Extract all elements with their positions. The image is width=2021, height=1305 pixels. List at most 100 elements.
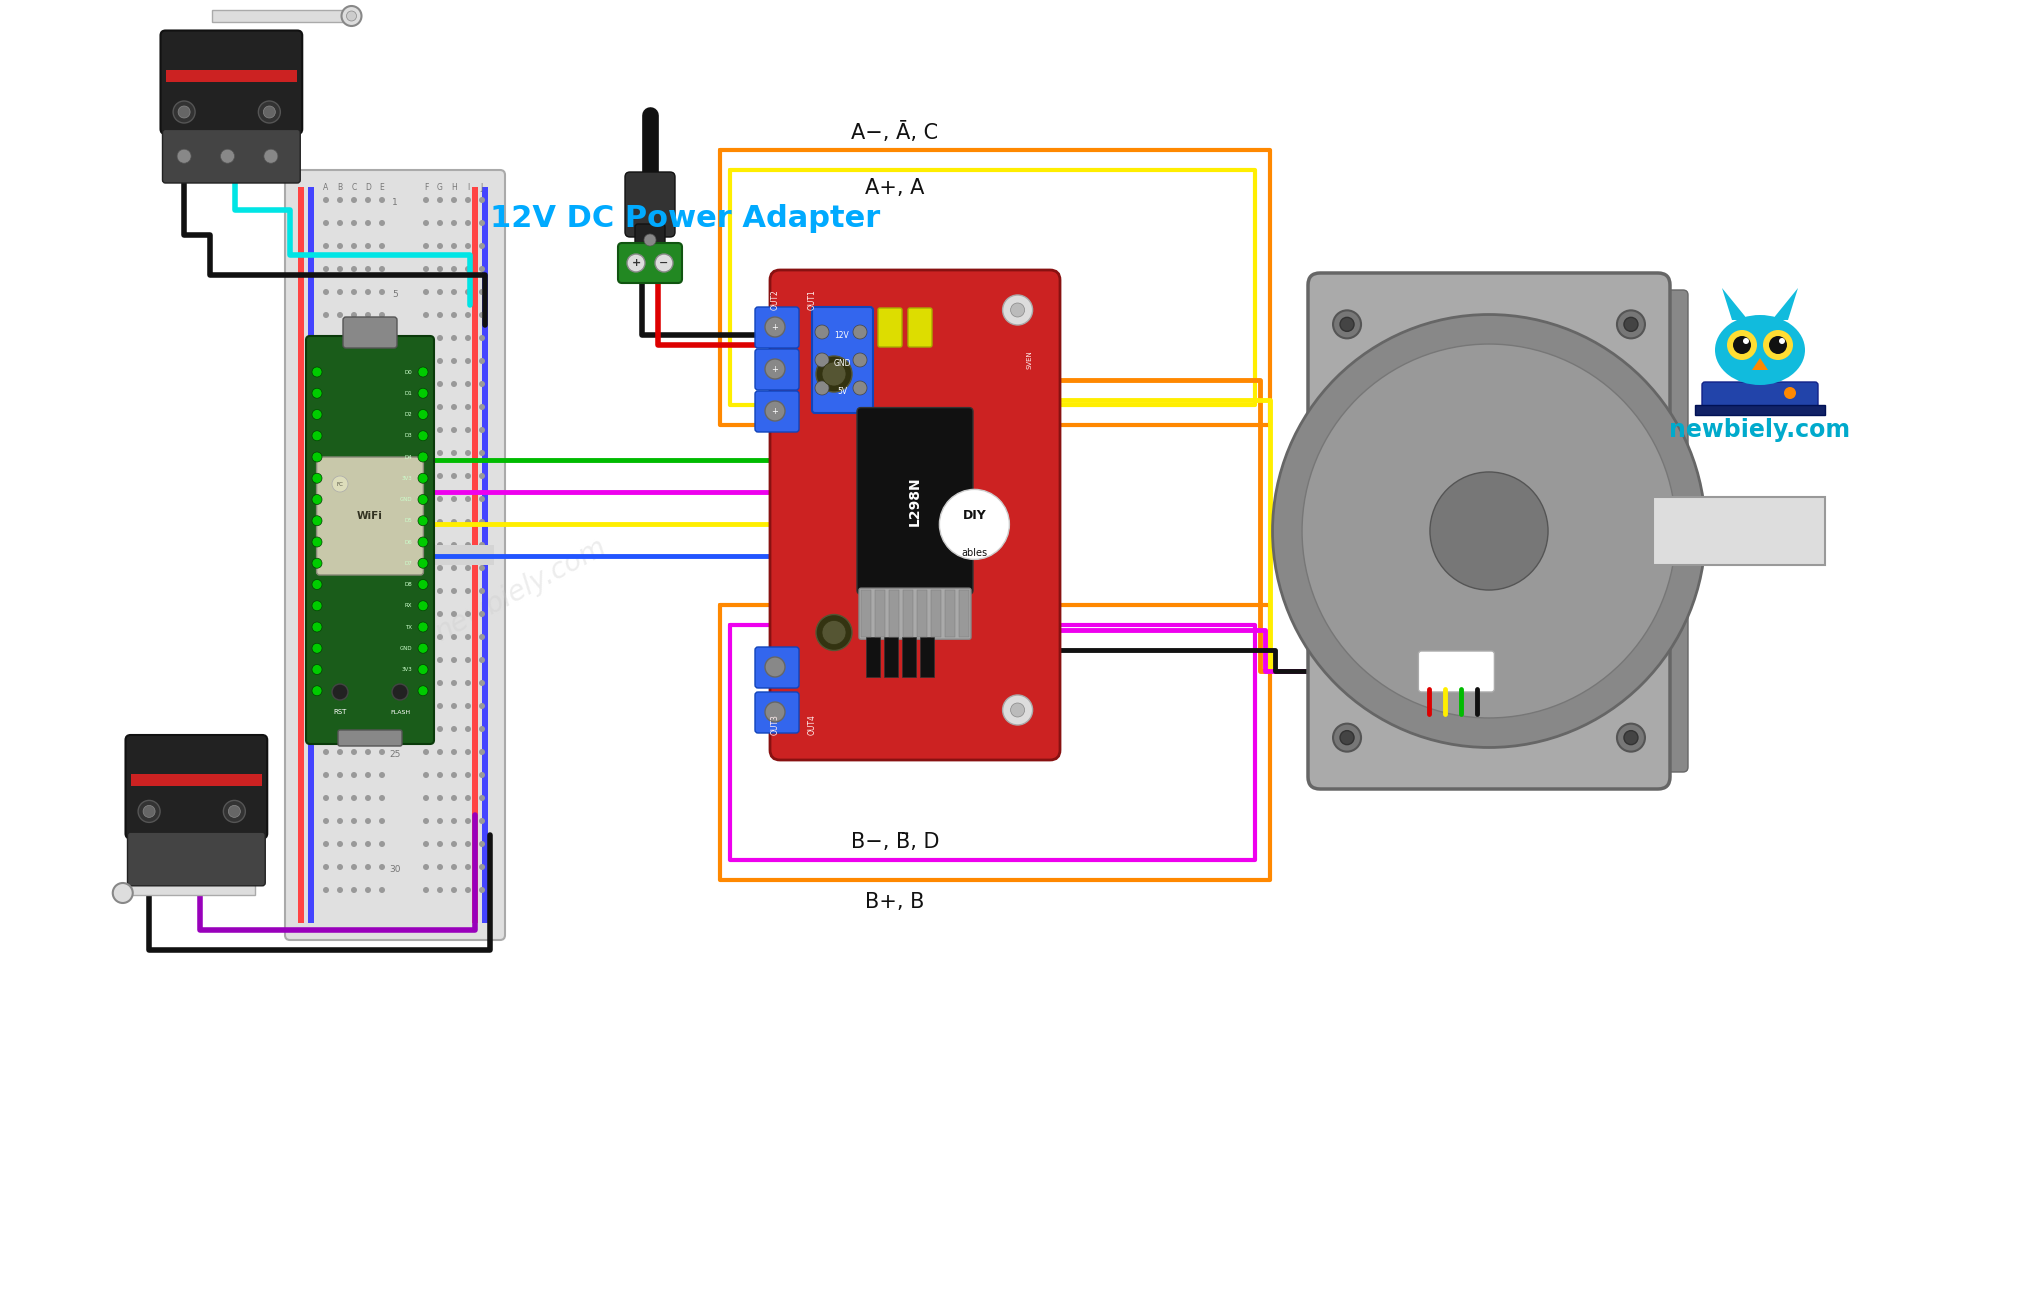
Circle shape [380, 243, 384, 249]
Circle shape [311, 410, 321, 419]
Circle shape [323, 312, 329, 318]
Circle shape [418, 367, 428, 377]
Circle shape [366, 427, 372, 433]
Text: OUT1: OUT1 [808, 290, 816, 311]
Circle shape [422, 542, 428, 548]
FancyBboxPatch shape [756, 692, 798, 733]
Circle shape [366, 335, 372, 341]
Circle shape [366, 795, 372, 801]
FancyBboxPatch shape [756, 307, 798, 348]
Circle shape [338, 519, 344, 525]
Circle shape [422, 405, 428, 410]
Circle shape [479, 519, 485, 525]
Circle shape [451, 450, 457, 455]
Circle shape [331, 476, 348, 492]
Text: D7: D7 [404, 561, 412, 566]
Circle shape [338, 335, 344, 341]
Circle shape [323, 818, 329, 823]
Circle shape [465, 634, 471, 639]
Circle shape [465, 656, 471, 663]
Circle shape [465, 496, 471, 502]
Circle shape [366, 611, 372, 617]
Circle shape [422, 496, 428, 502]
Text: 3V3: 3V3 [402, 667, 412, 672]
Circle shape [422, 887, 428, 893]
Circle shape [479, 703, 485, 709]
Circle shape [437, 795, 443, 801]
Circle shape [451, 335, 457, 341]
Circle shape [479, 749, 485, 756]
Circle shape [366, 358, 372, 364]
Circle shape [422, 818, 428, 823]
Circle shape [1728, 330, 1756, 360]
Circle shape [437, 887, 443, 893]
Circle shape [422, 472, 428, 479]
Text: 15: 15 [390, 519, 400, 529]
Text: A−, Ā, C: A−, Ā, C [851, 121, 938, 142]
Text: B+, B: B+, B [865, 893, 926, 912]
Bar [946, 590, 956, 637]
Circle shape [1625, 731, 1637, 745]
Circle shape [422, 243, 428, 249]
Circle shape [766, 359, 784, 378]
Circle shape [465, 358, 471, 364]
Circle shape [323, 472, 329, 479]
Circle shape [823, 361, 847, 386]
Circle shape [311, 643, 321, 654]
Circle shape [323, 266, 329, 271]
Circle shape [380, 197, 384, 204]
Circle shape [352, 773, 358, 778]
Circle shape [380, 405, 384, 410]
Circle shape [437, 749, 443, 756]
Circle shape [465, 381, 471, 388]
FancyBboxPatch shape [125, 735, 267, 839]
Circle shape [338, 726, 344, 732]
Bar [1653, 497, 1825, 565]
Circle shape [479, 381, 485, 388]
Circle shape [1334, 311, 1360, 338]
Circle shape [451, 266, 457, 271]
Circle shape [323, 749, 329, 756]
Circle shape [265, 149, 279, 163]
Circle shape [1762, 330, 1793, 360]
FancyBboxPatch shape [317, 457, 424, 576]
Circle shape [853, 381, 867, 395]
Circle shape [338, 864, 344, 870]
FancyBboxPatch shape [344, 317, 396, 348]
Circle shape [352, 840, 358, 847]
Circle shape [338, 818, 344, 823]
Circle shape [352, 221, 358, 226]
Circle shape [422, 312, 428, 318]
Circle shape [437, 496, 443, 502]
Circle shape [323, 405, 329, 410]
Circle shape [366, 703, 372, 709]
Circle shape [422, 703, 428, 709]
Circle shape [366, 288, 372, 295]
Circle shape [366, 542, 372, 548]
Circle shape [380, 656, 384, 663]
Circle shape [1431, 472, 1548, 590]
Circle shape [380, 864, 384, 870]
Polygon shape [1752, 358, 1768, 371]
Circle shape [1778, 338, 1785, 345]
FancyBboxPatch shape [305, 335, 435, 744]
Circle shape [352, 565, 358, 572]
Circle shape [352, 589, 358, 594]
Circle shape [418, 579, 428, 590]
Text: RX: RX [404, 603, 412, 608]
Circle shape [366, 472, 372, 479]
Circle shape [1010, 303, 1025, 317]
FancyBboxPatch shape [859, 589, 970, 639]
Circle shape [465, 864, 471, 870]
Text: FLASH: FLASH [390, 710, 410, 715]
Circle shape [437, 726, 443, 732]
Circle shape [352, 335, 358, 341]
Bar [297, 187, 303, 923]
Circle shape [437, 405, 443, 410]
Bar [918, 590, 928, 637]
Circle shape [479, 565, 485, 572]
Circle shape [479, 864, 485, 870]
Circle shape [352, 266, 358, 271]
Circle shape [178, 106, 190, 117]
Text: F: F [424, 183, 428, 192]
